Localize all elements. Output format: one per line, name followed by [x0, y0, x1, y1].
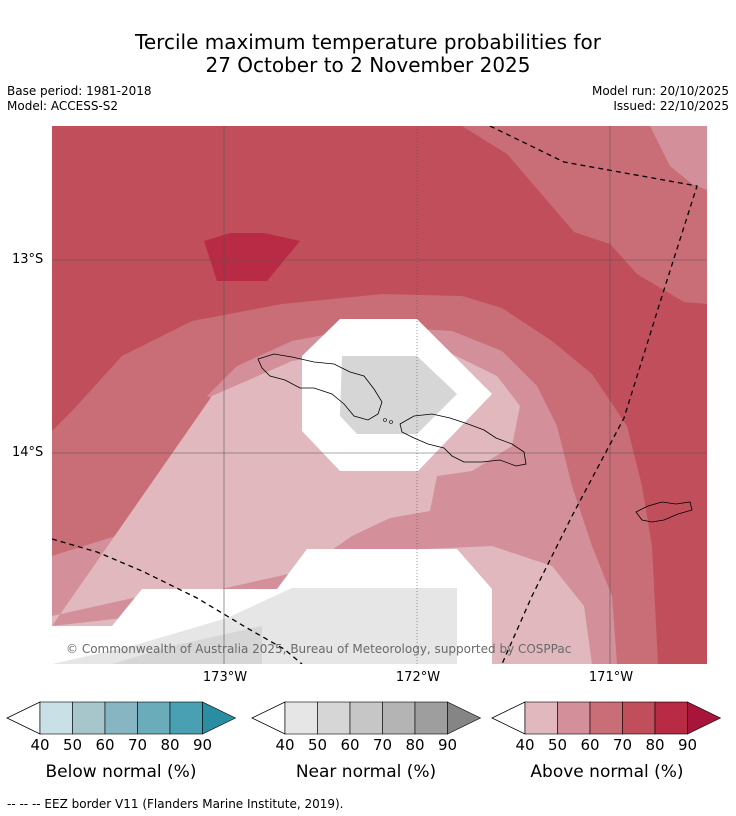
legend-near-swatch	[317, 701, 351, 735]
legend-above-swatch	[687, 701, 722, 735]
legend-near-tick: 90	[437, 736, 458, 754]
legend-below-swatch	[104, 701, 138, 735]
island-apolima	[383, 418, 387, 422]
island-savaii	[257, 353, 383, 421]
legend-below-swatch	[169, 701, 203, 735]
model-name: Model: ACCESS-S2	[7, 99, 119, 113]
legend-above-tick: 90	[677, 736, 698, 754]
legend-above-tick: 50	[547, 736, 568, 754]
legend-title-above: Above normal (%)	[530, 762, 684, 782]
legend-above-swatch	[524, 701, 558, 735]
lon-label-171w: 171°W	[588, 670, 634, 685]
legend-area	[6, 701, 722, 735]
lon-label-173w: 173°W	[202, 670, 248, 685]
lon-label-172w: 172°W	[395, 670, 441, 685]
legend-above-tick: 60	[580, 736, 600, 754]
copyright-text: © Commonwealth of Australia 2025, Bureau…	[66, 642, 571, 656]
island-manono	[389, 420, 393, 424]
legend-near-tick: 50	[307, 736, 328, 754]
legend-below-tick: 60	[95, 736, 115, 754]
lat-label-13s: 13°S	[12, 252, 44, 267]
probability-map: © Commonwealth of Australia 2025, Bureau…	[52, 126, 707, 664]
region-above-60-ne	[462, 126, 707, 304]
meta-left: Base period: 1981-2018 Model: ACCESS-S2	[7, 84, 152, 114]
legend-above-tick: 70	[612, 736, 633, 754]
legend-near-swatch	[414, 701, 448, 735]
legend-below-tick: 70	[127, 736, 148, 754]
legend-near-swatch	[284, 701, 318, 735]
legend-near-tick: 80	[405, 736, 425, 754]
legend-above-swatch	[589, 701, 623, 735]
legend-below-swatch	[202, 701, 237, 735]
legend-below-tick: 50	[62, 736, 83, 754]
legend-title-near: Near normal (%)	[295, 762, 437, 782]
base-period: Base period: 1981-2018	[7, 84, 152, 98]
issued-date: Issued: 22/10/2025	[613, 99, 729, 113]
legend-below-low-arrow	[6, 701, 41, 735]
legend-near-swatch	[382, 701, 416, 735]
legend-below-tick: 90	[192, 736, 213, 754]
island-tutuila	[635, 501, 693, 523]
eez-border-east	[489, 126, 698, 664]
legend-above-swatch	[557, 701, 591, 735]
region-above-80	[204, 233, 300, 281]
meta-right: Model run: 20/10/2025 Issued: 22/10/2025	[592, 84, 729, 114]
legend-below-tick: 40	[30, 736, 50, 754]
legend-near-tick: 70	[372, 736, 393, 754]
legend-above-low-arrow	[491, 701, 526, 735]
legend-above-tick: 40	[515, 736, 535, 754]
legend-below-tick: 80	[160, 736, 180, 754]
legend-near-swatch	[447, 701, 482, 735]
title-line-1: Tercile maximum temperature probabilitie…	[135, 30, 601, 54]
legend-below-swatch	[137, 701, 171, 735]
region-near-50-south	[112, 626, 262, 664]
eez-footnote: -- -- -- EEZ border V11 (Flanders Marine…	[7, 797, 344, 811]
legend-near-low-arrow	[251, 701, 286, 735]
model-run: Model run: 20/10/2025	[591, 84, 729, 98]
legend-near-tick: 40	[275, 736, 295, 754]
title-line-2: 27 October to 2 November 2025	[205, 53, 531, 77]
legend-near-tick: 60	[340, 736, 360, 754]
map-title: Tercile maximum temperature probabilitie…	[0, 31, 736, 77]
legend-above-swatch	[654, 701, 688, 735]
region-near-40-south	[52, 588, 457, 664]
legend-above-tick: 80	[645, 736, 665, 754]
legend-above-swatch	[622, 701, 656, 735]
eez-border-west	[52, 538, 303, 664]
island-upolu	[399, 413, 527, 467]
lat-label-14s: 14°S	[12, 445, 44, 460]
legend-near-swatch	[349, 701, 383, 735]
legend-below-swatch	[72, 701, 106, 735]
region-above-50-ne	[650, 126, 707, 190]
legend-below-swatch	[39, 701, 73, 735]
legend-title-below: Below normal (%)	[45, 762, 197, 782]
